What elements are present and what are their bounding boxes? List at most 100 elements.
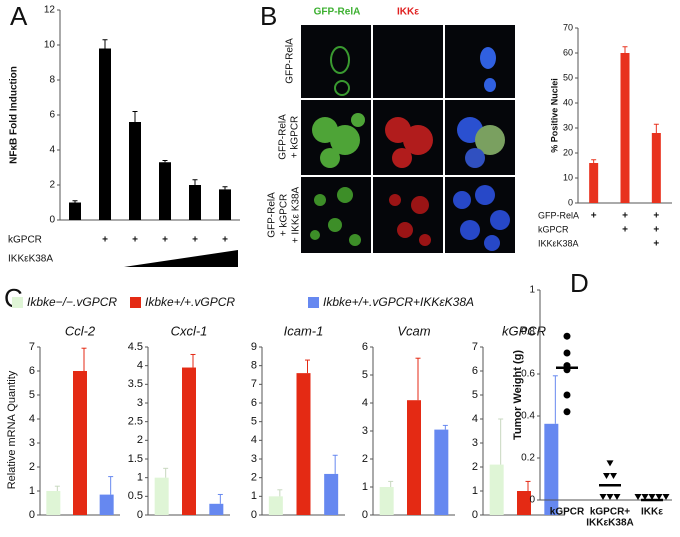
y-tick-label: 0 — [529, 495, 535, 506]
bar — [489, 464, 504, 515]
legend-swatch — [12, 297, 23, 308]
y-tick-label: 2 — [49, 180, 55, 191]
panel-title: kGPCR — [502, 323, 546, 338]
panel-title: Icam-1 — [284, 323, 324, 338]
condition-label: kGPCR — [538, 224, 569, 234]
y-tick-label: 12 — [44, 5, 56, 16]
y-tick-label: 4 — [362, 397, 368, 409]
y-tick-label: 10 — [563, 172, 573, 182]
y-axis-label: % Positive Nuclei — [549, 78, 559, 153]
legend-label: Ikbke−/−.vGPCR — [27, 295, 117, 309]
bar — [296, 373, 311, 515]
y-tick-label: 8 — [49, 75, 55, 86]
y-tick-label: 2 — [29, 461, 35, 473]
data-point — [563, 391, 571, 399]
bar — [268, 496, 283, 515]
condition-mark: + — [591, 211, 597, 222]
x-tick-label: kGPCR — [550, 507, 585, 518]
panel-label: B — [260, 1, 277, 31]
dose-triangle — [124, 250, 238, 267]
data-point — [599, 494, 607, 500]
bar — [99, 494, 114, 515]
data-point — [648, 494, 656, 500]
condition-label: IKKεK38A — [8, 254, 53, 265]
y-tick-label: 5 — [29, 389, 35, 401]
bar — [46, 491, 61, 515]
bar — [620, 53, 630, 203]
y-tick-label: 0 — [362, 509, 368, 521]
row-label: GFP-RelA — [285, 38, 296, 84]
panel-title: Cxcl-1 — [171, 323, 208, 338]
y-tick-label: 2 — [137, 434, 143, 446]
data-point — [563, 332, 571, 340]
y-tick-label: 0 — [137, 509, 143, 521]
y-tick-label: 7 — [472, 341, 478, 353]
bar — [182, 367, 196, 515]
x-tick-label: IKKεK38A — [586, 518, 634, 529]
condition-label: IKKεK38A — [538, 238, 579, 248]
bar — [544, 423, 559, 515]
y-tick-label: 7 — [251, 378, 257, 390]
data-point — [603, 473, 610, 479]
data-point — [563, 349, 571, 357]
y-tick-label: 7 — [29, 341, 35, 353]
bar — [129, 122, 141, 220]
y-tick-label: 6 — [362, 341, 368, 353]
bar — [159, 162, 171, 220]
y-tick-label: 8 — [251, 360, 257, 372]
condition-label: GFP-RelA — [538, 210, 579, 220]
data-point — [634, 494, 642, 500]
legend-swatch — [130, 297, 141, 308]
panel-label: D — [570, 268, 589, 298]
row-label: + kGPCR — [290, 116, 301, 159]
y-tick-label: 1 — [472, 485, 478, 497]
y-tick-label: 4 — [49, 145, 55, 156]
y-tick-label: 1 — [529, 285, 535, 296]
y-tick-label: 0.4 — [521, 411, 535, 422]
y-tick-label: 0 — [472, 509, 478, 521]
y-tick-label: 3 — [472, 437, 478, 449]
condition-mark: + — [222, 235, 228, 246]
column-header: IKKε — [397, 7, 419, 18]
legend-label: Ikbke+/+.vGPCR — [145, 295, 235, 309]
panel-label: A — [10, 1, 28, 31]
column-header: GFP-RelA — [314, 7, 361, 18]
y-tick-label: 3 — [251, 453, 257, 465]
row-label: GFP-RelA — [278, 114, 289, 160]
y-tick-label: 0 — [251, 509, 257, 521]
panel-title: Vcam — [397, 323, 430, 338]
y-tick-label: 2.5 — [128, 416, 143, 428]
condition-mark: + — [653, 239, 659, 250]
legend-swatch — [308, 297, 319, 308]
row-label: + IKKε K38A — [291, 186, 302, 243]
y-tick-label: 30 — [563, 122, 573, 132]
x-tick-label: IKKε — [641, 507, 663, 518]
y-tick-label: 5 — [251, 416, 257, 428]
bar — [324, 473, 339, 515]
y-tick-label: 1 — [29, 485, 35, 497]
bar — [189, 185, 201, 220]
y-tick-label: 5 — [362, 369, 368, 381]
bar — [73, 371, 87, 515]
data-point — [610, 473, 617, 479]
condition-mark: + — [132, 235, 138, 246]
bar — [651, 133, 661, 203]
condition-mark: + — [192, 235, 198, 246]
bar — [99, 48, 111, 220]
y-tick-label: 9 — [251, 341, 257, 353]
y-tick-label: 1 — [137, 472, 143, 484]
bar — [434, 429, 449, 515]
y-tick-label: 0 — [29, 509, 35, 521]
y-tick-label: 70 — [563, 22, 573, 32]
bar — [407, 400, 421, 515]
condition-mark: + — [162, 235, 168, 246]
y-tick-label: 10 — [44, 40, 56, 51]
micrographs — [299, 23, 517, 255]
y-tick-label: 3 — [362, 425, 368, 437]
y-tick-label: 50 — [563, 72, 573, 82]
data-point — [641, 494, 649, 500]
panel-title: Ccl-2 — [65, 323, 96, 338]
y-tick-label: 20 — [563, 147, 573, 157]
y-axis-label: Tumor Weight (g) — [512, 350, 524, 440]
